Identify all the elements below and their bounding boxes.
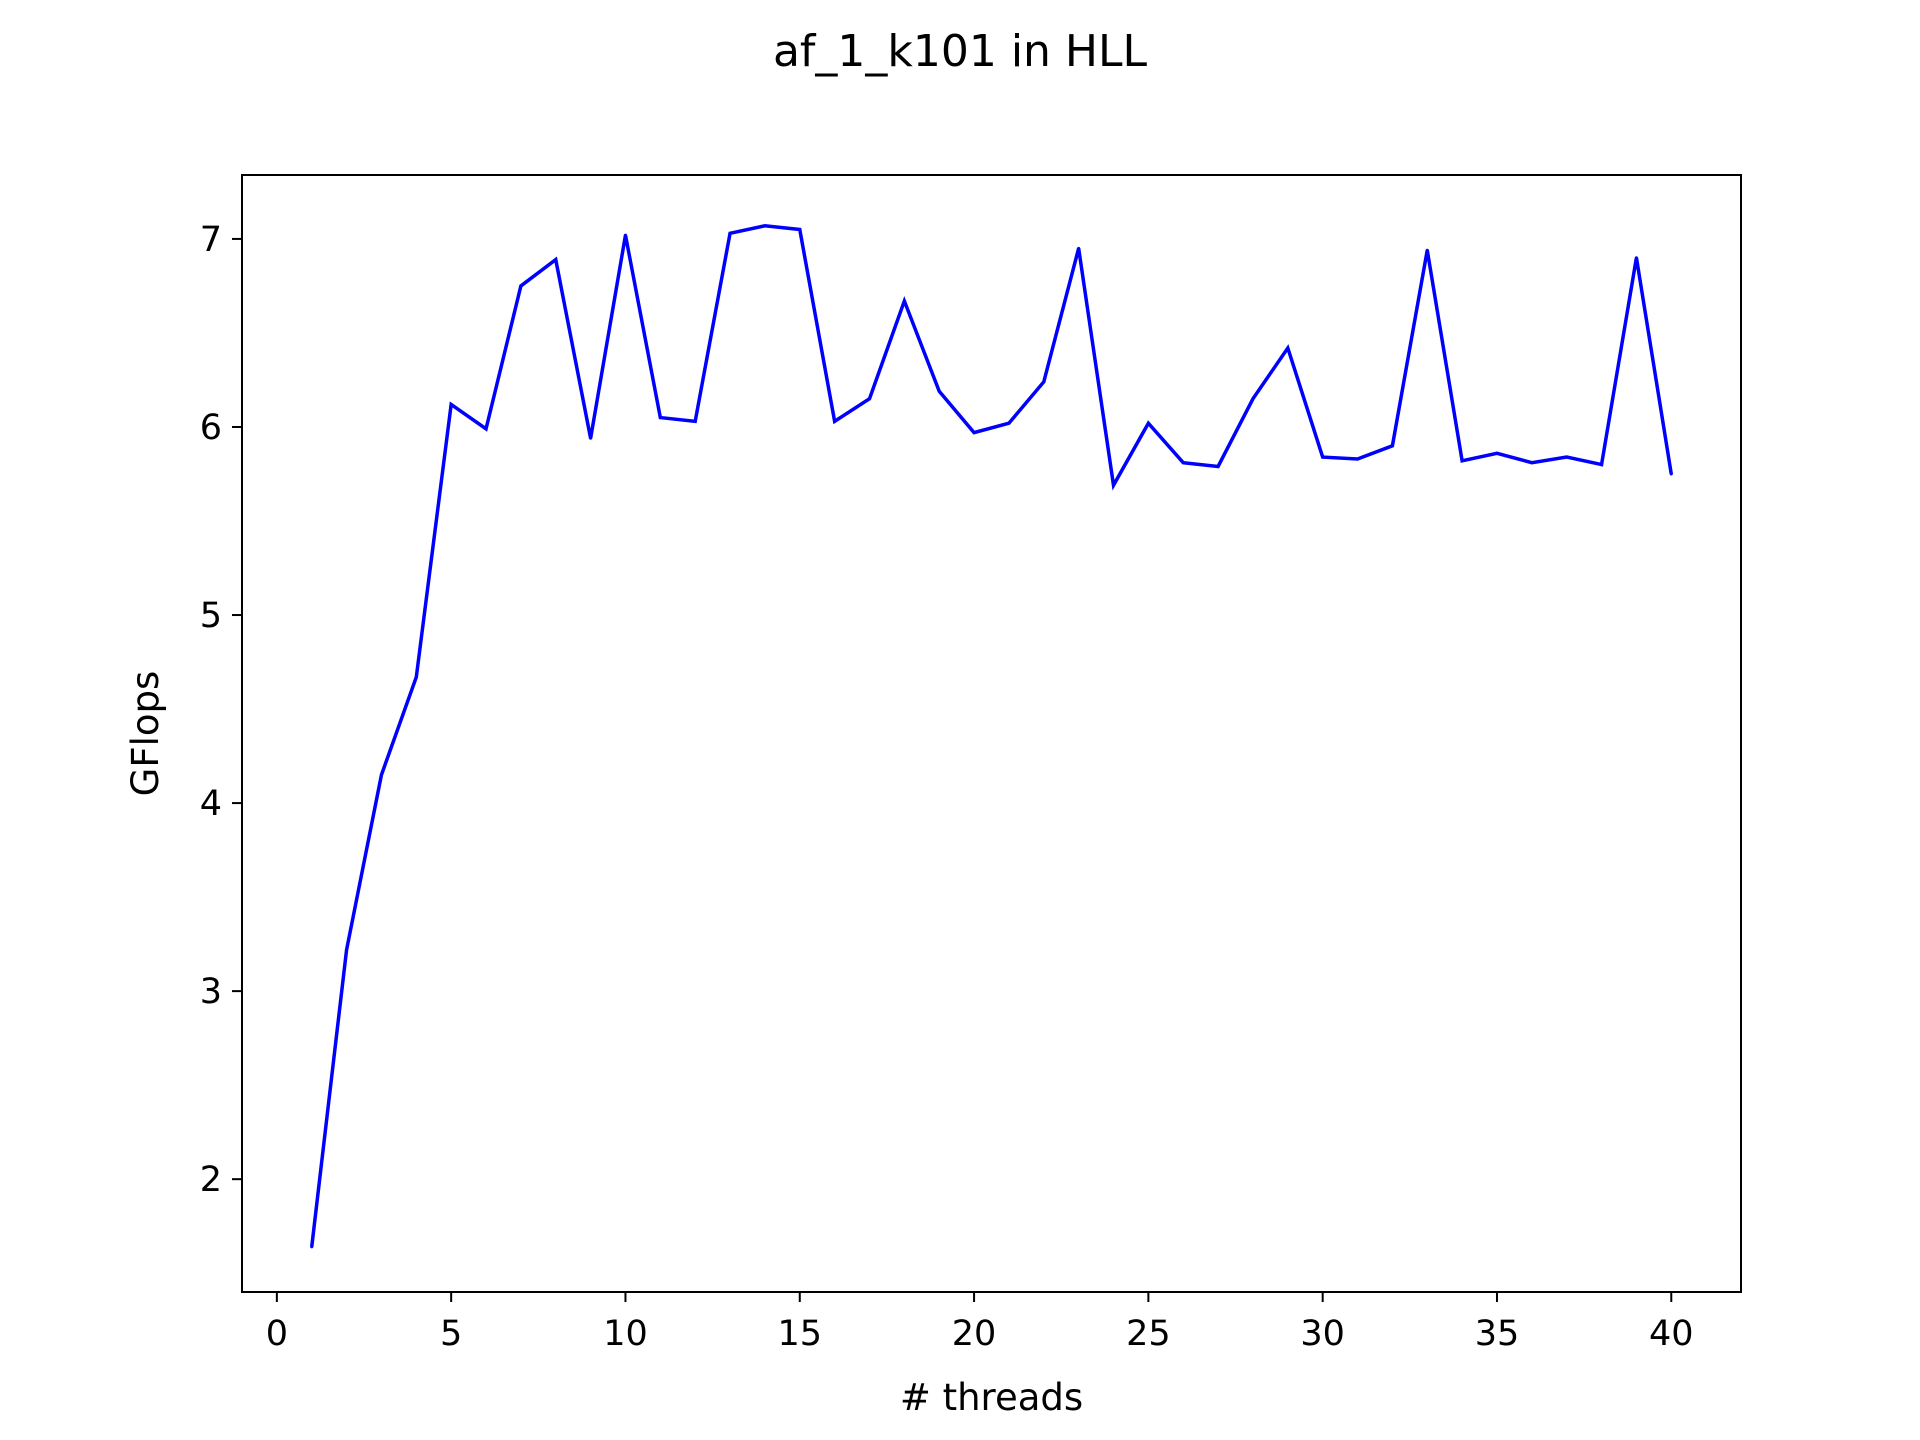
x-tick-label: 5 xyxy=(440,1314,462,1354)
data-point xyxy=(1530,461,1534,465)
x-axis-label: # threads xyxy=(900,1376,1083,1419)
x-tick-label: 30 xyxy=(1300,1314,1345,1354)
data-point xyxy=(728,231,732,235)
series-line xyxy=(309,223,1674,1248)
data-point xyxy=(554,258,558,262)
data-point xyxy=(902,299,906,303)
series-layer xyxy=(309,223,1674,1249)
data-point xyxy=(414,675,418,679)
data-point xyxy=(972,431,976,435)
data-point xyxy=(1042,380,1046,384)
data-point xyxy=(310,1245,314,1249)
data-point xyxy=(1460,459,1464,463)
data-point xyxy=(449,402,453,406)
data-point xyxy=(345,948,349,952)
data-point xyxy=(1112,483,1116,487)
data-point xyxy=(658,416,662,420)
data-point xyxy=(1077,246,1081,250)
data-point xyxy=(1181,461,1185,465)
chart-title: af_1_k101 in HLL xyxy=(773,26,1148,77)
y-tick-label: 7 xyxy=(200,220,222,260)
x-tick-label: 40 xyxy=(1649,1314,1694,1354)
data-point xyxy=(1634,256,1638,260)
data-point xyxy=(379,773,383,777)
data-point xyxy=(1565,455,1569,459)
data-point xyxy=(1669,472,1673,476)
data-point xyxy=(589,436,593,440)
data-point xyxy=(1425,248,1429,252)
y-axis-ticks: 2 3 4 5 6 7 xyxy=(200,220,242,1200)
data-point xyxy=(937,389,941,393)
data-point xyxy=(693,419,697,423)
data-point xyxy=(763,224,767,228)
data-point xyxy=(1495,451,1499,455)
x-axis-ticks: 0 5 10 15 20 25 30 35 40 xyxy=(266,1292,1694,1354)
y-tick-label: 2 xyxy=(200,1160,222,1200)
data-point xyxy=(1356,457,1360,461)
data-point xyxy=(1216,464,1220,468)
y-axis-label: GFlops xyxy=(124,671,167,797)
x-tick-label: 15 xyxy=(777,1314,822,1354)
data-point xyxy=(833,419,837,423)
data-point xyxy=(1286,346,1290,350)
data-point xyxy=(1251,397,1255,401)
data-point xyxy=(1600,463,1604,467)
data-point xyxy=(623,233,627,237)
x-tick-label: 35 xyxy=(1475,1314,1520,1354)
x-tick-label: 0 xyxy=(266,1314,288,1354)
y-tick-label: 3 xyxy=(200,972,222,1012)
data-point xyxy=(1146,421,1150,425)
data-point xyxy=(1321,455,1325,459)
y-tick-label: 4 xyxy=(200,784,222,824)
data-point xyxy=(1007,421,1011,425)
data-point xyxy=(798,228,802,232)
plot-area-frame xyxy=(241,174,1742,1293)
x-tick-label: 10 xyxy=(603,1314,648,1354)
data-point xyxy=(1390,444,1394,448)
data-point xyxy=(867,397,871,401)
y-tick-label: 5 xyxy=(200,596,222,636)
x-tick-label: 20 xyxy=(952,1314,997,1354)
x-tick-label: 25 xyxy=(1126,1314,1171,1354)
data-point xyxy=(484,427,488,431)
y-tick-label: 6 xyxy=(200,408,222,448)
data-point xyxy=(519,284,523,288)
